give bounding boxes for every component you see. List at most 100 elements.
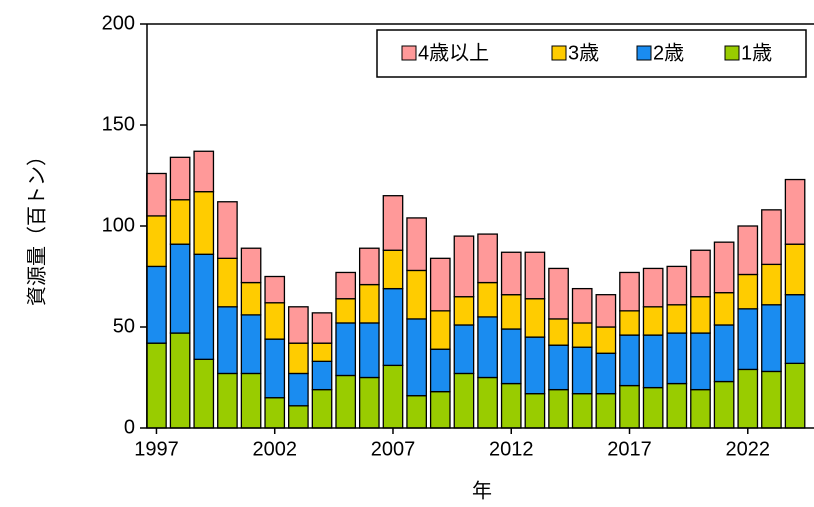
bar-segment [217,306,238,375]
x-tick-label: 2007 [371,438,416,460]
bar-segment [264,397,286,429]
bar-segment [477,376,498,429]
bar-segment [288,342,309,375]
bar-segment [761,209,782,266]
bar-segment [548,388,569,429]
legend-swatch [724,45,740,61]
bar-segment [311,312,333,344]
bar-segment [429,390,451,429]
y-tick-label: 0 [124,416,135,438]
x-tick-label: 2002 [252,438,297,460]
bar-segment [429,348,451,393]
bar-segment [288,372,309,407]
bar-segment [666,332,688,385]
bar-segment [595,326,617,354]
bar-segment [288,405,309,429]
bar-segment [406,269,427,320]
bar-segment [642,267,664,308]
bar-segment [406,318,427,397]
bar-segment [571,322,593,348]
bar-segment [784,178,806,245]
bar-segment [690,249,711,298]
bar-segment [311,342,333,362]
y-tick-label: 150 [102,113,135,135]
y-tick-label: 100 [102,214,135,236]
bar-segment [382,364,404,429]
bar-segment [713,241,735,294]
bar-segment [146,265,167,344]
bar-segment [240,281,262,316]
bar-segment [571,346,593,395]
bar-segment [169,243,191,334]
bar-segment [500,328,522,385]
bar-segment [524,336,546,395]
bar-segment [240,247,262,284]
bar-segment [784,243,806,296]
bar-segment [453,235,475,298]
bar-segment [500,294,522,330]
bar-segment [713,324,735,383]
bar-segment [146,172,167,217]
bar-segment [264,275,286,304]
bar-segment [713,292,735,326]
bar-segment [217,201,238,259]
bar-segment [524,393,546,429]
x-axis-label: 年 [472,479,492,502]
bar-segment [784,294,806,365]
bar-segment [666,304,688,334]
bar-segment [288,306,309,344]
bar-segment [737,225,759,276]
legend-label: 4歳以上 [418,41,489,64]
bar-segment [335,374,357,429]
bar-segment [311,388,333,429]
legend-label: 1歳 [741,41,772,64]
bar-segment [761,304,782,373]
bar-segment [524,298,546,338]
x-tick-label: 2022 [726,438,771,460]
bar-segment [264,302,286,340]
bar-segment [761,263,782,306]
bar-segment [666,265,688,306]
bar-segment [358,247,380,286]
y-tick-label: 200 [102,12,135,34]
bar-segment [713,380,735,429]
bar-segment [335,271,357,300]
bar-segment [335,322,357,377]
bar-segment [548,318,569,346]
bar-segment [548,344,569,391]
legend-swatch [636,45,652,61]
bar-segment [642,386,664,429]
bar-segment [500,251,522,296]
bar-segment [169,156,191,201]
legend-label: 3歳 [568,41,599,64]
bar-segment [311,360,333,391]
bar-segment [737,368,759,429]
bar-segment [382,287,404,367]
bar-segment [169,332,191,429]
x-tick-label: 1997 [134,438,179,460]
bar-segment [169,199,191,245]
bar-segment [761,370,782,429]
bar-segment [524,251,546,300]
bar-segment [193,358,215,429]
bar-segment [477,316,498,379]
x-tick-label: 2017 [607,438,652,460]
bar-segment [264,338,286,399]
bar-segment [619,271,640,312]
bar-segment [666,382,688,429]
bar-segment [193,253,215,360]
bar-segment [193,191,215,255]
bar-segment [217,372,238,429]
bar-segment [619,384,640,429]
bar-segment [335,298,357,324]
bar-segment [690,388,711,429]
bar-segment [784,362,806,429]
bar-segment [193,150,215,193]
bar-segment [477,233,498,284]
bar-segment [619,334,640,387]
bar-segment [571,393,593,429]
bar-segment [737,308,759,371]
bar-segment [453,372,475,429]
legend-swatch [551,45,567,61]
